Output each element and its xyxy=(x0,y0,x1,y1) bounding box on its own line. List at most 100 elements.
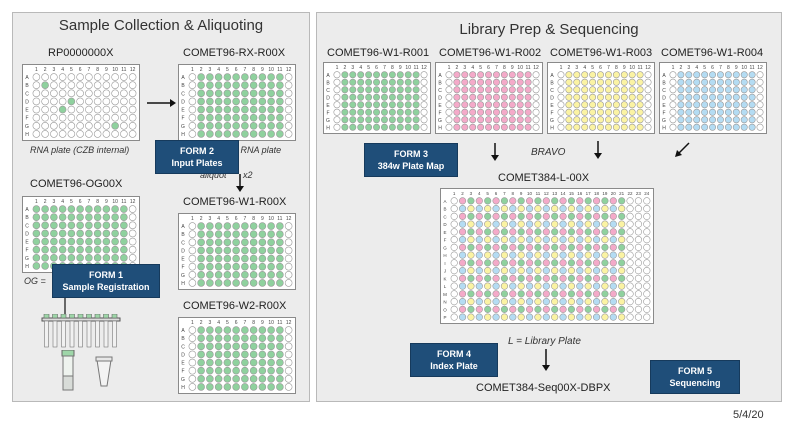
column-number: 12 xyxy=(645,65,651,71)
row-letter: G xyxy=(25,256,29,262)
form-1-sample-registration[interactable]: FORM 1 Sample Registration xyxy=(52,264,160,298)
column-number: 8 xyxy=(96,199,99,205)
plate-well xyxy=(250,247,257,254)
plate-well xyxy=(582,117,588,123)
plate-well xyxy=(350,109,356,115)
form-4-index-plate[interactable]: FORM 4 Index Plate xyxy=(410,343,498,377)
plate-well xyxy=(42,206,49,213)
column-number: 5 xyxy=(591,65,594,71)
plate-well xyxy=(259,335,266,342)
plate-well xyxy=(224,375,231,382)
plate-well xyxy=(501,236,508,243)
plate-w2: 1 2 3 4 5 6 7 8 9 10 11 12 A B C D E F G H xyxy=(178,317,296,394)
plate-well xyxy=(526,213,533,220)
plate-well xyxy=(94,74,101,81)
tube-body xyxy=(79,321,83,347)
plate-well xyxy=(525,124,531,130)
plate-well xyxy=(701,124,707,130)
plate-well xyxy=(589,117,595,123)
form-5-sequencing[interactable]: FORM 5 Sequencing xyxy=(650,360,740,394)
plate-well xyxy=(189,271,196,278)
column-number: 10 xyxy=(268,320,274,326)
plate-well xyxy=(198,375,205,382)
plate-well xyxy=(198,335,205,342)
plate-well xyxy=(593,291,600,298)
plate-well xyxy=(477,72,483,78)
plate-well xyxy=(577,205,584,212)
plate-well xyxy=(285,82,292,89)
plate-well xyxy=(215,255,222,262)
row-letter: C xyxy=(25,91,29,97)
tube-body xyxy=(62,321,66,347)
plate-well xyxy=(276,359,283,366)
plate-well xyxy=(589,72,595,78)
plate-well xyxy=(493,275,500,282)
column-number: 10 xyxy=(629,65,635,71)
plate-well xyxy=(215,359,222,366)
plate-well xyxy=(477,79,483,85)
plate-well xyxy=(50,90,57,97)
plate-well xyxy=(485,124,491,130)
plate-well xyxy=(585,213,592,220)
plate-well xyxy=(610,275,617,282)
plate-well xyxy=(268,271,275,278)
plate-well xyxy=(358,79,364,85)
plate-well xyxy=(493,229,500,236)
connector-line xyxy=(60,296,70,316)
plate-well xyxy=(618,213,625,220)
plate-well xyxy=(568,283,575,290)
plate-well xyxy=(451,252,458,259)
plate-well xyxy=(224,82,231,89)
plate-well xyxy=(85,230,92,237)
plate-well xyxy=(618,260,625,267)
plate-well xyxy=(468,260,475,267)
plate-well xyxy=(462,72,468,78)
plate-well xyxy=(525,87,531,93)
plate-well xyxy=(501,252,508,259)
plate-well xyxy=(694,109,700,115)
column-number: 9 xyxy=(105,67,108,73)
plate-well xyxy=(59,74,66,81)
plate-well xyxy=(268,223,275,230)
plate-well xyxy=(77,238,84,245)
plate-well xyxy=(381,117,387,123)
plate-well xyxy=(725,102,731,108)
plate-well xyxy=(485,102,491,108)
plate-well xyxy=(405,79,411,85)
plate-well xyxy=(268,82,275,89)
plate-well xyxy=(476,283,483,290)
column-number: 8 xyxy=(512,191,515,196)
plate-well xyxy=(678,94,684,100)
column-number: 2 xyxy=(679,65,682,71)
plate-well xyxy=(510,236,517,243)
plate-well xyxy=(476,267,483,274)
plate-well xyxy=(526,283,533,290)
plate-well xyxy=(285,375,292,382)
plate-well xyxy=(621,124,627,130)
plate-well xyxy=(610,198,617,205)
row-letter: D xyxy=(25,99,29,105)
form-3-plate-map[interactable]: FORM 3 384w Plate Map xyxy=(364,143,458,177)
plate-well xyxy=(543,213,550,220)
tube-cap xyxy=(53,314,58,318)
plate-well xyxy=(215,239,222,246)
plate-well xyxy=(526,198,533,205)
plate-well xyxy=(276,90,283,97)
plate-well xyxy=(233,98,240,105)
row-letter: B xyxy=(438,80,442,86)
form-2-input-plates[interactable]: FORM 2 Input Plates xyxy=(155,140,239,174)
plate-well xyxy=(551,229,558,236)
plate-well xyxy=(597,79,603,85)
plate-well xyxy=(259,263,266,270)
plate-well xyxy=(285,106,292,113)
slide-date: 5/4/20 xyxy=(733,409,764,421)
plate-well xyxy=(589,79,595,85)
plate-well xyxy=(694,87,700,93)
plate-well xyxy=(451,267,458,274)
sequencing-run-label: COMET384-Seq00X-DBPX xyxy=(476,382,611,394)
plate-well xyxy=(741,79,747,85)
plate-well xyxy=(476,221,483,228)
plate-well xyxy=(686,94,692,100)
column-number: 2 xyxy=(44,199,47,205)
plate-well xyxy=(644,221,651,228)
